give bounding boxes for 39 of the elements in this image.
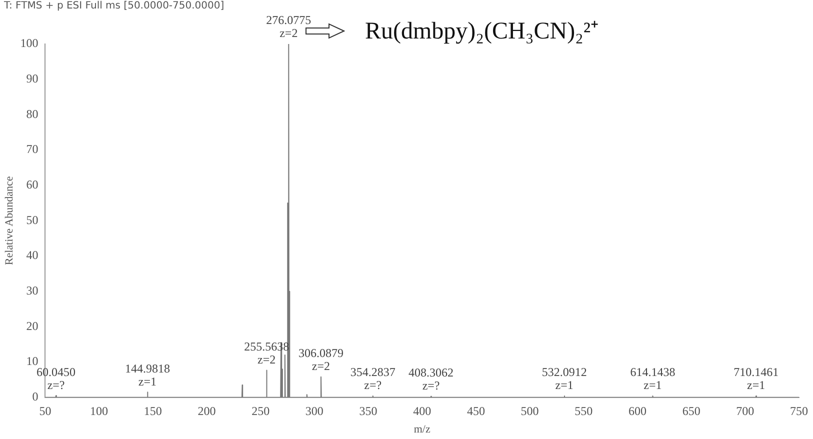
y-tick-label: 0 <box>32 390 38 404</box>
y-tick-label: 70 <box>26 142 38 156</box>
x-tick-label: 650 <box>682 404 700 418</box>
x-tick-label: 250 <box>252 404 270 418</box>
y-tick-label: 90 <box>26 71 38 86</box>
annotation: 408.3062 z=? <box>408 365 454 392</box>
y-tick-label: 100 <box>20 36 38 50</box>
x-tick-label: 200 <box>198 404 216 418</box>
annotation: 276.0775 z=2 <box>266 13 312 40</box>
x-tick-label: 750 <box>790 404 808 418</box>
annotation: 60.0450 z=? <box>36 364 76 392</box>
x-tick-label: 550 <box>574 404 593 418</box>
annotation: 710.1461 z=1 <box>734 365 779 392</box>
y-tick-label: 40 <box>26 248 38 262</box>
x-tick-label: 700 <box>736 404 754 418</box>
chart-title: T: FTMS + p ESI Full ms [50.0000-750.0000] <box>3 0 224 12</box>
annotation: 354.2837 z=? <box>350 365 396 392</box>
y-tick-label: 60 <box>26 178 38 192</box>
x-tick-label: 600 <box>628 404 646 418</box>
annotation: Ru(dmbpy)₂(CH₃CN)₂²⁺ <box>365 18 599 44</box>
x-tick-label: 150 <box>144 404 162 418</box>
annotation: 532.0912 z=1 <box>542 365 587 392</box>
annotation: 306.0879 z=2 <box>298 346 344 374</box>
annotation: 614.1438 z=1 <box>630 365 676 392</box>
y-tick-label: 50 <box>26 212 38 227</box>
annotation: 144.9818 z=1 <box>124 361 170 388</box>
y-tick-label: 10 <box>26 354 38 368</box>
x-tick-label: 300 <box>305 404 324 418</box>
x-tick-label: 450 <box>466 404 485 418</box>
x-axis-title: m/z <box>414 423 430 436</box>
x-tick-label: 400 <box>413 404 432 418</box>
y-tick-label: 80 <box>26 106 38 121</box>
y-tick-label: 20 <box>26 318 38 333</box>
x-tick-label: 350 <box>359 404 378 418</box>
x-tick-label: 50 <box>39 404 52 418</box>
x-tick-label: 500 <box>520 404 539 418</box>
y-tick-label: 30 <box>26 284 38 298</box>
y-axis-title: Relative Abundance <box>3 176 16 266</box>
x-tick-label: 100 <box>90 404 108 418</box>
